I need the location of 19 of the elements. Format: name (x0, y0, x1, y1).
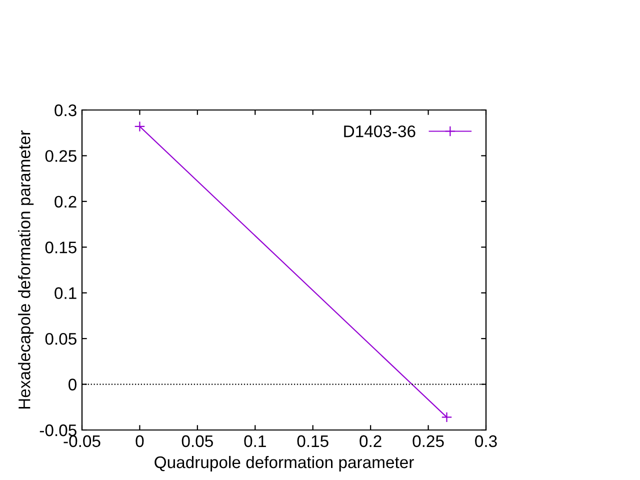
y-axis-title: Hexadecapole deformation parameter (18, 130, 34, 409)
y-tick-label: 0.2 (54, 196, 76, 208)
x-axis-title: Quadrupole deformation parameter (154, 456, 414, 472)
x-tick-label: 0.05 (182, 435, 213, 448)
y-tick-label: 0.15 (45, 242, 76, 254)
y-tick-label: 0.3 (54, 104, 76, 116)
legend-label: D1403-36 (344, 125, 416, 138)
y-tick-label: -0.05 (40, 424, 76, 436)
y-tick-label: 0.25 (45, 150, 76, 162)
x-tick-label: 0.1 (244, 435, 266, 448)
x-tick-label: 0.3 (475, 435, 497, 448)
x-tick-label: 0.15 (297, 435, 328, 448)
x-tick-label: 0.25 (412, 435, 444, 448)
x-tick-label: 0 (136, 435, 144, 448)
y-tick-label: 0.05 (45, 332, 76, 345)
x-tick-label: 0.2 (360, 435, 382, 448)
y-tick-label: 0.1 (54, 287, 76, 300)
y-tick-label: 0 (68, 378, 76, 390)
x-tick-label: -0.05 (64, 435, 100, 448)
